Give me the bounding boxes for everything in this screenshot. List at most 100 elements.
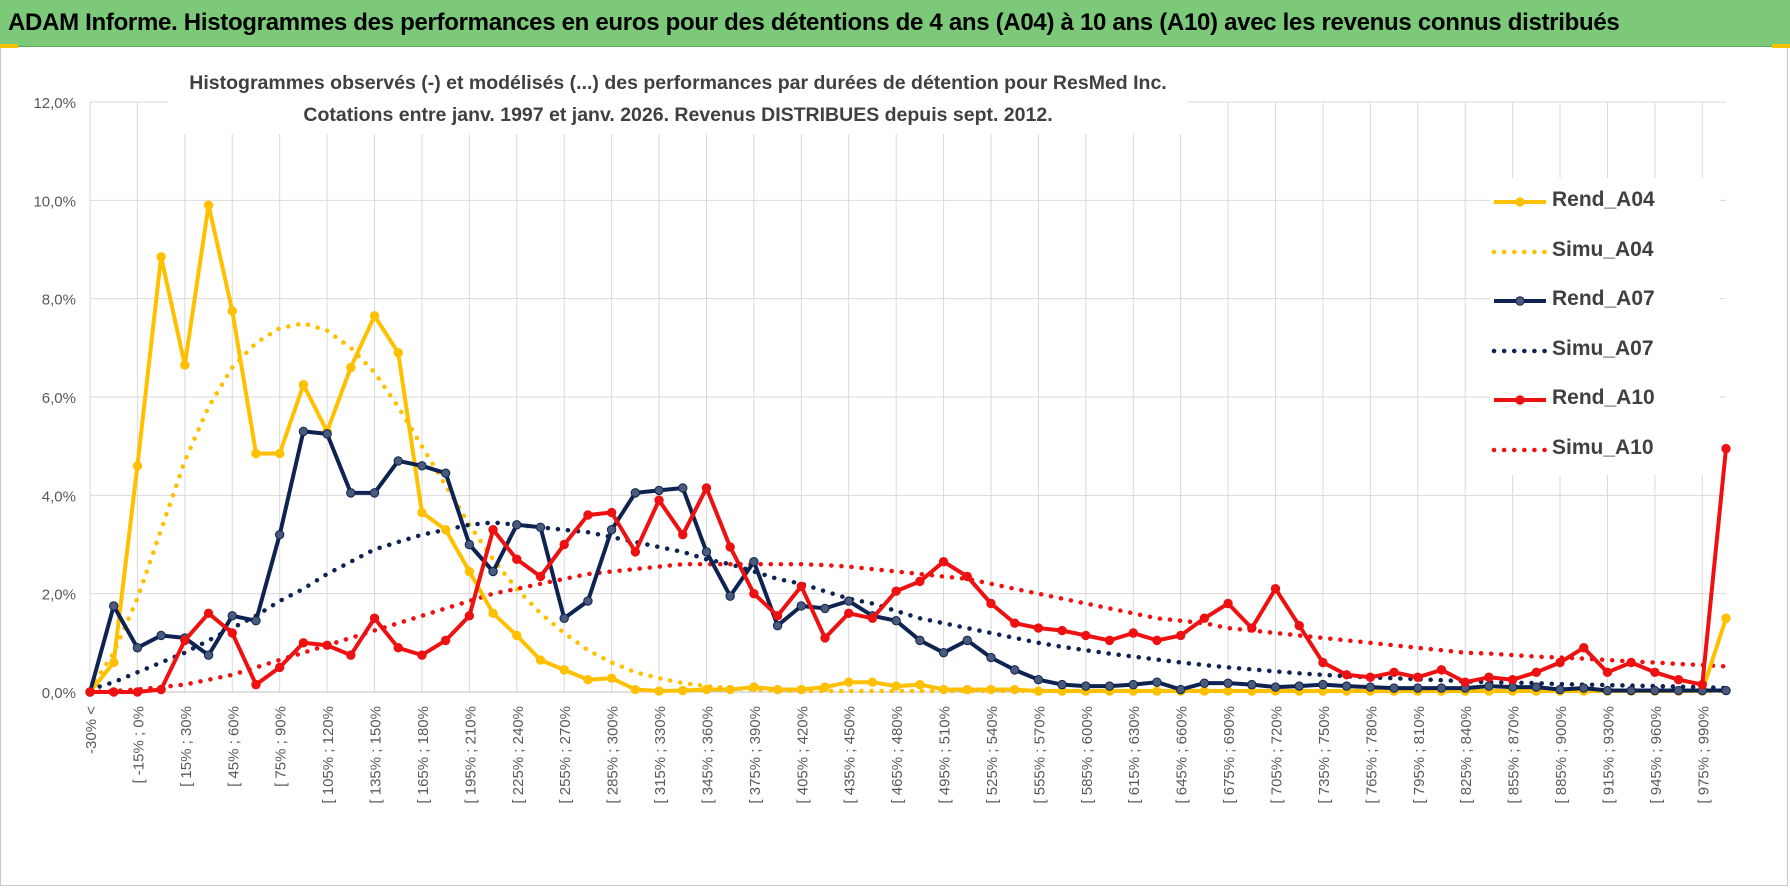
- series-rend-a10-point: [1697, 679, 1707, 690]
- x-tick-label: [ 315% ; 330%: [652, 706, 669, 804]
- series-simu-a07-line: [87, 520, 1729, 692]
- series-rend-a10-point: [844, 608, 854, 619]
- series-rend-a07-point: [844, 596, 854, 606]
- series-rend-a10-point: [1650, 667, 1660, 678]
- series-rend-a04-point: [488, 608, 498, 619]
- series-rend-a10-point: [1199, 613, 1210, 623]
- series-rend-a04-point: [369, 311, 380, 321]
- legend-swatch-rend-a10: [1494, 395, 1546, 405]
- series-rend-a10-point: [132, 687, 143, 697]
- series-rend-a07-point: [203, 650, 214, 660]
- series-rend-a10-point: [1555, 657, 1565, 668]
- x-tick-label: [ 405% ; 420%: [794, 706, 811, 804]
- x-tick-label: [ 675% ; 690%: [1221, 706, 1238, 804]
- legend-label-simu-a04: Simu_A04: [1552, 237, 1654, 261]
- series-rend-a04-point: [346, 362, 356, 373]
- legend-item-simu-a04: Simu_A04: [1490, 228, 1720, 278]
- series-rend-a04-point: [962, 684, 972, 695]
- chart-legend: Rend_A04 Simu_A04 Rend_A07 Simu_A07 Rend_A10…: [1490, 178, 1720, 475]
- series-rend-a10-point: [393, 643, 403, 653]
- series-rend-a10-point: [915, 576, 925, 587]
- series-rend-a10-point: [1531, 667, 1542, 678]
- x-tick-label: [ 735% ; 750%: [1316, 706, 1333, 804]
- series-rend-a10-point: [701, 483, 712, 493]
- series-rend-a07-point: [512, 520, 522, 530]
- series-rend-a10-point: [156, 684, 166, 695]
- series-rend-a07-point: [1175, 684, 1186, 695]
- series-rend-a10-point: [1413, 672, 1423, 682]
- series-rend-a10-point: [1294, 620, 1304, 631]
- series-rend-a07-point: [986, 652, 996, 663]
- series-rend-a10-point: [1436, 665, 1447, 675]
- series-rend-a07-point: [274, 529, 285, 540]
- series-rend-a04-point: [512, 630, 522, 641]
- series-rend-a10-point: [749, 588, 759, 599]
- series-rend-a07-point: [1247, 679, 1257, 690]
- series-rend-a04-point: [844, 677, 854, 687]
- x-tick-label: [ 765% ; 780%: [1363, 706, 1380, 804]
- series-rend-a10-point: [678, 529, 688, 540]
- series-rend-a10-point: [1009, 618, 1020, 628]
- series-rend-a10-point: [203, 608, 214, 619]
- series-rend-a04-point: [1721, 613, 1731, 623]
- series-rend-a10-point: [962, 571, 972, 582]
- series-rend-a07-point: [606, 525, 617, 535]
- series-rend-a04-point: [1223, 686, 1233, 696]
- series-rend-a10-point: [559, 539, 569, 550]
- series-rend-a04-point: [678, 685, 688, 696]
- series-rend-a04-point: [1009, 684, 1020, 695]
- x-tick-label: [ 165% ; 180%: [415, 706, 432, 804]
- series-rend-a10-point: [1081, 630, 1091, 641]
- series-rend-a04-point: [915, 679, 925, 690]
- legend-label-rend-a10: Rend_A10: [1552, 386, 1655, 409]
- series-rend-a04-point: [986, 684, 996, 695]
- series-rend-a04-point: [274, 448, 285, 459]
- legend-item-simu-a07: Simu_A07: [1490, 327, 1720, 377]
- series-rend-a07-point: [1436, 683, 1447, 693]
- series-rend-a04-point: [749, 682, 759, 692]
- series-rend-a04-point: [132, 461, 143, 471]
- corner-accent-right: [1772, 44, 1790, 48]
- x-tick-label: [ 225% ; 240%: [510, 706, 527, 804]
- series-rend-a07-point: [1531, 682, 1542, 692]
- y-tick-label: 6,0%: [42, 390, 76, 407]
- series-rend-a10-point: [417, 650, 427, 660]
- series-rend-a04-point: [701, 684, 712, 695]
- series-rend-a07-point: [938, 647, 949, 658]
- x-tick-label: [ 375% ; 390%: [747, 706, 764, 804]
- x-tick-label: [ 45% ; 60%: [225, 706, 242, 787]
- series-rend-a10-point: [535, 571, 546, 582]
- series-rend-a10-point: [820, 633, 830, 643]
- series-rend-a07-point: [535, 522, 546, 532]
- series-rend-a07-point: [1555, 684, 1565, 695]
- legend-swatch-rend-a07: [1494, 296, 1546, 306]
- series-rend-a10-point: [227, 628, 237, 638]
- series-rend-a04-point: [156, 252, 166, 262]
- x-tick-label: [ 435% ; 450%: [842, 706, 859, 804]
- series-rend-a07-point: [1270, 682, 1281, 692]
- series-rend-a07-point: [1318, 679, 1328, 690]
- series-rend-a04-point: [559, 665, 569, 675]
- series-rend-a07-point: [915, 635, 925, 646]
- legend-item-rend-a04: Rend_A04: [1490, 178, 1720, 228]
- series-rend-a07-point: [772, 620, 783, 631]
- series-rend-a07-point: [962, 635, 972, 646]
- series-rend-a10-point: [1152, 635, 1162, 646]
- series-rend-a07-point: [1721, 685, 1731, 696]
- series-rend-a07-point: [701, 547, 712, 557]
- series-rend-a07-point: [417, 461, 427, 471]
- series-rend-a04-point: [820, 682, 830, 692]
- series-rend-a10-point: [1175, 630, 1186, 641]
- series-rend-a04-line: [88, 203, 1728, 694]
- series-rend-a07-point: [1294, 681, 1304, 691]
- series-rend-a07-point: [1579, 683, 1589, 693]
- series-rend-a07-point: [1484, 681, 1494, 691]
- chart-title-box: [168, 64, 1188, 134]
- series-rend-a07-point: [251, 616, 261, 626]
- legend-label-simu-a10: Simu_A10: [1552, 435, 1654, 459]
- legend-swatch-simu-a10: [1491, 447, 1548, 452]
- series-rend-a07-point: [654, 485, 664, 496]
- series-rend-a07-point: [796, 601, 807, 611]
- x-tick-label: [ 255% ; 270%: [557, 706, 574, 804]
- series-rend-a10-point: [251, 679, 261, 690]
